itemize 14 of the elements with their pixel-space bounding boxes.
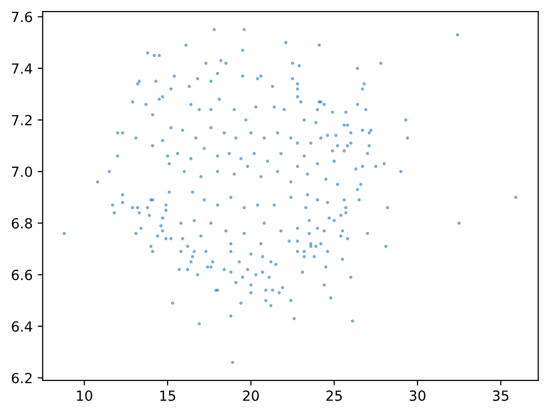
- x-tick-label: 30: [410, 390, 426, 401]
- y-tick-label: 6.8: [12, 218, 32, 229]
- y-tick-label: 7.0: [12, 166, 32, 177]
- x-tick-label: 15: [160, 390, 176, 401]
- y-tick-label: 7.4: [12, 63, 32, 74]
- x-tick-label: 20: [243, 390, 259, 401]
- y-tick-label: 7.2: [12, 114, 32, 126]
- y-tick-label: 7.6: [12, 12, 32, 22]
- x-tick-label: 10: [77, 390, 92, 401]
- y-tick-label: 6.4: [12, 321, 32, 332]
- x-tick-label: 35: [492, 390, 508, 401]
- x-tick-label: 25: [326, 390, 342, 401]
- y-tick-label: 6.6: [12, 270, 32, 280]
- y-tick-label: 6.2: [12, 372, 32, 384]
